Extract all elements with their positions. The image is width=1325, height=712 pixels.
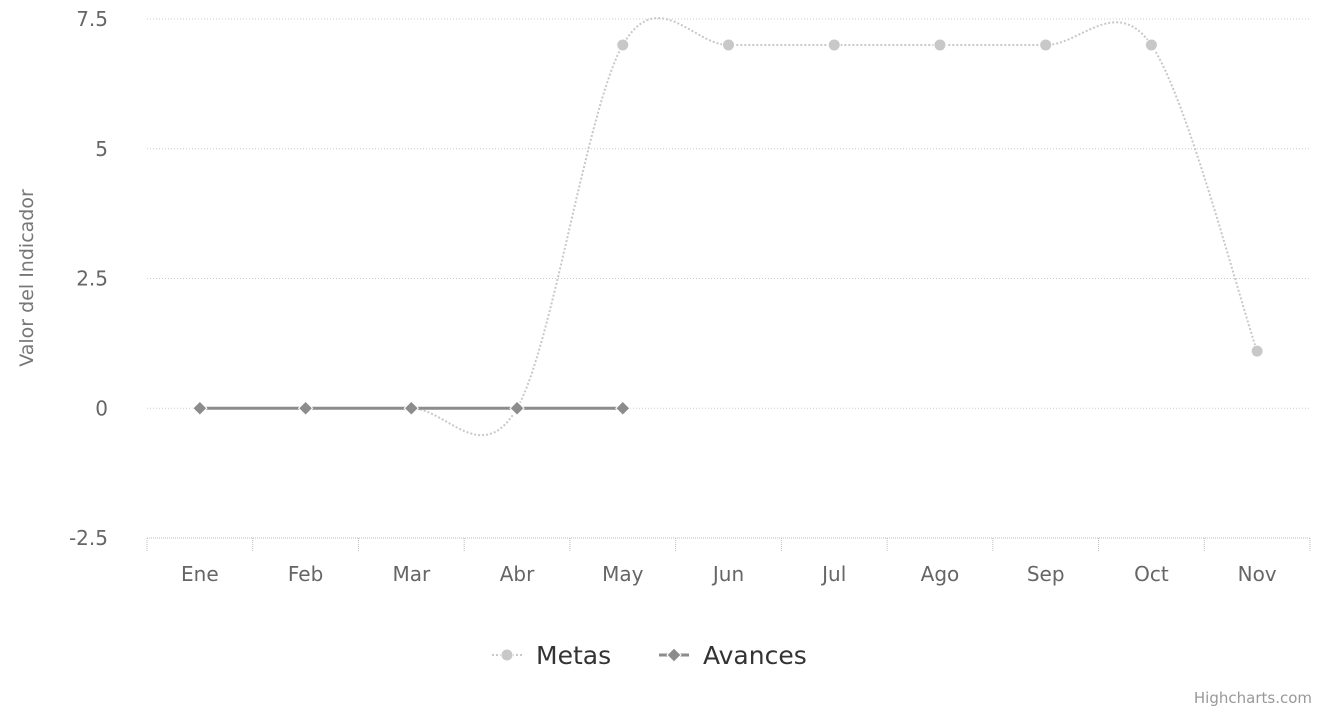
legend-item-avances[interactable]: Avances — [659, 641, 807, 670]
y-axis-title: Valor del Indicador — [16, 189, 38, 367]
data-point-avances[interactable] — [297, 400, 314, 416]
series-metas — [193, 17, 1264, 437]
x-tick-label: Ago — [921, 562, 960, 586]
x-tick-label: Ene — [181, 562, 219, 586]
y-axis: -2.5 0 2.5 5 7.5 — [69, 7, 108, 550]
x-tick-label: Feb — [288, 562, 323, 586]
x-tick-label: Oct — [1134, 562, 1169, 586]
x-tick-label: Nov — [1238, 562, 1277, 586]
x-axis: Ene Feb Mar Abr May Jun Jul Ago Sep Oct Nov — [146, 537, 1311, 586]
y-tick-label: 2.5 — [76, 267, 108, 291]
data-point-metas[interactable] — [933, 38, 947, 52]
y-tick-label: 0 — [95, 396, 108, 420]
data-point-avances[interactable] — [615, 400, 631, 416]
x-tick-label: Jun — [711, 562, 744, 586]
x-tick-label: May — [602, 562, 644, 586]
series-layer — [192, 17, 1264, 437]
x-tick-label: Jul — [820, 562, 846, 586]
data-point-avances[interactable] — [192, 400, 208, 416]
data-point-metas[interactable] — [1250, 344, 1264, 358]
legend-marker-avances — [666, 647, 682, 663]
x-tick-label: Abr — [500, 562, 535, 586]
data-point-metas[interactable] — [827, 38, 841, 52]
data-point-metas[interactable] — [722, 38, 735, 52]
legend-label-metas: Metas — [536, 641, 611, 670]
legend[interactable]: Metas Avances — [492, 641, 807, 670]
y-tick-label: 5 — [95, 137, 108, 161]
legend-marker-metas — [500, 648, 514, 662]
data-point-metas[interactable] — [1039, 38, 1053, 52]
data-point-metas[interactable] — [1144, 38, 1158, 52]
legend-item-metas[interactable]: Metas — [492, 641, 611, 670]
credits-link[interactable]: Highcharts.com — [1194, 689, 1312, 707]
y-tick-label: -2.5 — [69, 526, 108, 550]
y-tick-label: 7.5 — [76, 7, 108, 31]
series-avances — [192, 400, 631, 416]
data-point-metas[interactable] — [616, 38, 630, 52]
grid-lines — [147, 18, 1310, 409]
data-point-avances[interactable] — [509, 400, 525, 416]
x-tick-label: Sep — [1027, 562, 1065, 586]
legend-label-avances: Avances — [703, 641, 807, 670]
series-line-metas[interactable] — [199, 17, 1259, 437]
data-point-avances[interactable] — [403, 400, 420, 416]
x-tick-label: Mar — [392, 562, 431, 586]
